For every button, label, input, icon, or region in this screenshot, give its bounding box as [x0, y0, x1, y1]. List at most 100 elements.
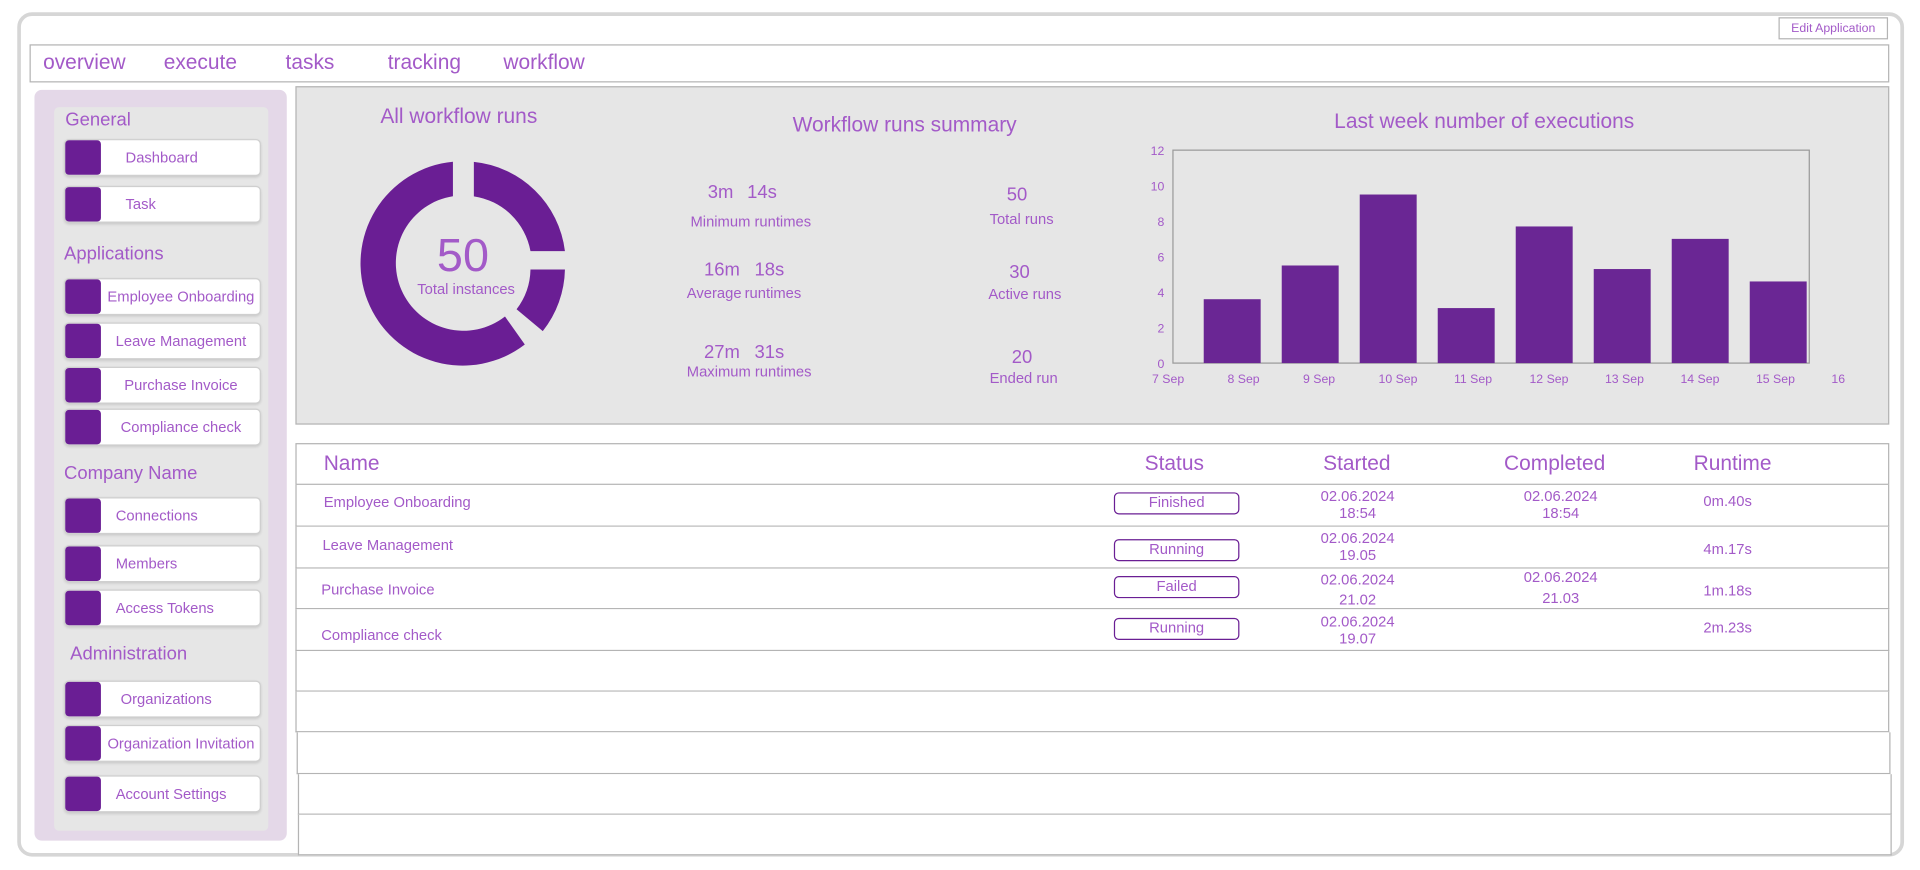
- y-tick-label: 12: [1151, 144, 1165, 158]
- top-nav: overview execute tasks tracking workflow: [29, 44, 1890, 83]
- sidebar-item-label: Connections: [115, 507, 198, 525]
- row-completed: 02.06.2024 21.03: [1523, 568, 1598, 607]
- tab-overview[interactable]: overview: [43, 50, 126, 74]
- status-badge: Running: [1113, 539, 1240, 562]
- sidebar-item-dashboard[interactable]: Dashboard: [64, 139, 261, 177]
- donut-label: Total instances: [417, 280, 515, 298]
- active-runs-label: Active runs: [988, 285, 1062, 303]
- connections-icon: [65, 498, 101, 533]
- dashboard-icon: [65, 140, 101, 175]
- sidebar-item-purchase-invoice[interactable]: Purchase Invoice: [64, 366, 261, 404]
- table-header-row: Name Status Started Completed Runtime: [295, 443, 1890, 485]
- sidebar-item-label: Dashboard: [125, 148, 198, 167]
- sidebar-item-label: Leave Management: [115, 332, 247, 350]
- compliance-check-icon: [65, 409, 101, 445]
- access-tokens-icon: [65, 590, 101, 626]
- bar: [1281, 265, 1339, 364]
- x-tick-label: 11 Sep: [1454, 372, 1492, 386]
- table-row[interactable]: Compliance check Running 02.06.2024 19.07…: [295, 609, 1890, 652]
- table-row-empty: [295, 651, 1890, 692]
- tab-tracking[interactable]: tracking: [387, 50, 461, 74]
- bar: [1749, 281, 1807, 364]
- row-runtime: 0m.40s: [1703, 492, 1752, 510]
- avg-runtime-label-b: runtimes: [744, 284, 802, 302]
- sidebar-item-account-settings[interactable]: Account Settings: [64, 775, 261, 813]
- tab-workflow[interactable]: workflow: [503, 50, 585, 74]
- avg-runtime-seconds: 18s: [754, 259, 785, 281]
- y-tick-label: 0: [1157, 357, 1164, 371]
- row-name: Compliance check: [321, 626, 442, 644]
- table-row[interactable]: Purchase Invoice Failed 02.06.2024 21.02 …: [295, 568, 1890, 610]
- y-tick-label: 8: [1157, 215, 1164, 229]
- sidebar-item-organizations[interactable]: Organizations: [64, 680, 261, 718]
- donut-value: 50: [436, 230, 489, 282]
- x-tick-label: 16 Sep: [1831, 372, 1846, 386]
- sidebar-item-label: Members: [115, 555, 178, 573]
- sidebar-item-compliance-check[interactable]: Compliance check: [64, 408, 261, 446]
- sidebar-item-label: Organizations: [120, 690, 212, 708]
- sidebar-item-label: Task: [125, 195, 156, 213]
- section-title-administration: Administration: [70, 643, 188, 665]
- edit-application-button[interactable]: Edit Application: [1778, 17, 1889, 40]
- y-tick-label: 4: [1157, 286, 1164, 300]
- sidebar-item-employee-onboarding[interactable]: Employee Onboarding: [64, 278, 261, 316]
- min-runtime-seconds: 14s: [747, 182, 777, 204]
- sidebar-item-connections[interactable]: Connections: [64, 497, 261, 535]
- x-tick-label: 7 Sep: [1152, 372, 1184, 386]
- x-tick-label: 10 Sep: [1378, 372, 1417, 386]
- header-status: Status: [1144, 451, 1204, 476]
- account-settings-icon: [65, 776, 101, 812]
- donut-segment-right: [516, 269, 565, 332]
- row-started: 02.06.2024 18:54: [1320, 487, 1395, 522]
- header-started: Started: [1323, 451, 1391, 476]
- bar: [1203, 299, 1261, 364]
- purchase-invoice-icon: [65, 368, 101, 403]
- bar: [1359, 194, 1417, 364]
- ended-runs-label: Ended run: [989, 369, 1058, 387]
- x-tick-label: 14 Sep: [1680, 372, 1719, 386]
- ended-runs-value: 20: [1011, 347, 1033, 369]
- row-runtime: 2m.23s: [1703, 619, 1752, 637]
- executions-bar-chart: 0 2 4 6 8 10 12 7 Sep 8 Sep 9 Sep 10 Sep 11 Sep 12 S…: [1151, 144, 1847, 386]
- organizations-icon: [65, 681, 101, 717]
- sidebar-item-members[interactable]: Members: [64, 545, 261, 583]
- tab-tasks[interactable]: tasks: [285, 50, 335, 74]
- table-row-empty: [297, 814, 1892, 856]
- status-badge: Running: [1113, 617, 1240, 641]
- avg-runtime-minutes: 16m: [704, 259, 740, 281]
- sidebar-item-label: Organization Invitation: [107, 734, 255, 753]
- section-title-company-name: Company Name: [64, 462, 198, 484]
- sidebar-item-label: Employee Onboarding: [107, 288, 255, 306]
- x-tick-label: 9 Sep: [1303, 372, 1335, 386]
- bar: [1593, 269, 1651, 364]
- leave-management-icon: [65, 323, 101, 359]
- status-badge: Failed: [1113, 576, 1240, 599]
- sidebar-item-label: Account Settings: [115, 785, 227, 803]
- row-runtime: 1m.18s: [1703, 582, 1752, 600]
- min-runtime-label: Minimum runtimes: [690, 212, 812, 231]
- members-icon: [65, 546, 101, 581]
- y-tick-label: 2: [1157, 322, 1164, 336]
- table-row[interactable]: Leave Management Running 02.06.2024 19.05…: [295, 526, 1890, 569]
- sidebar-item-organization-invitation[interactable]: Organization Invitation: [64, 724, 261, 762]
- sidebar-item-leave-management[interactable]: Leave Management: [64, 322, 261, 360]
- table-row[interactable]: Employee Onboarding Finished 02.06.2024 1…: [295, 484, 1890, 527]
- tab-execute[interactable]: execute: [163, 50, 237, 74]
- table-row-empty: [295, 691, 1890, 733]
- x-tick-label: 13 Sep: [1605, 372, 1644, 386]
- sidebar-item-task[interactable]: Task: [64, 185, 261, 223]
- stats-panel: [295, 86, 1890, 425]
- max-runtime-seconds: 31s: [754, 342, 785, 364]
- row-name: Employee Onboarding: [323, 493, 471, 511]
- bar: [1515, 226, 1573, 364]
- sidebar-item-access-tokens[interactable]: Access Tokens: [64, 589, 261, 627]
- summary-title: Workflow runs summary: [792, 113, 1017, 137]
- table-row-empty: [296, 732, 1891, 775]
- task-icon: [65, 187, 101, 222]
- header-runtime: Runtime: [1693, 451, 1772, 476]
- x-tick-label: 15 Sep: [1756, 372, 1795, 386]
- row-name: Leave Management: [322, 536, 454, 554]
- header-name: Name: [323, 451, 380, 476]
- organization-invitation-icon: [65, 726, 101, 761]
- row-started: 02.06.2024 21.02: [1320, 571, 1395, 609]
